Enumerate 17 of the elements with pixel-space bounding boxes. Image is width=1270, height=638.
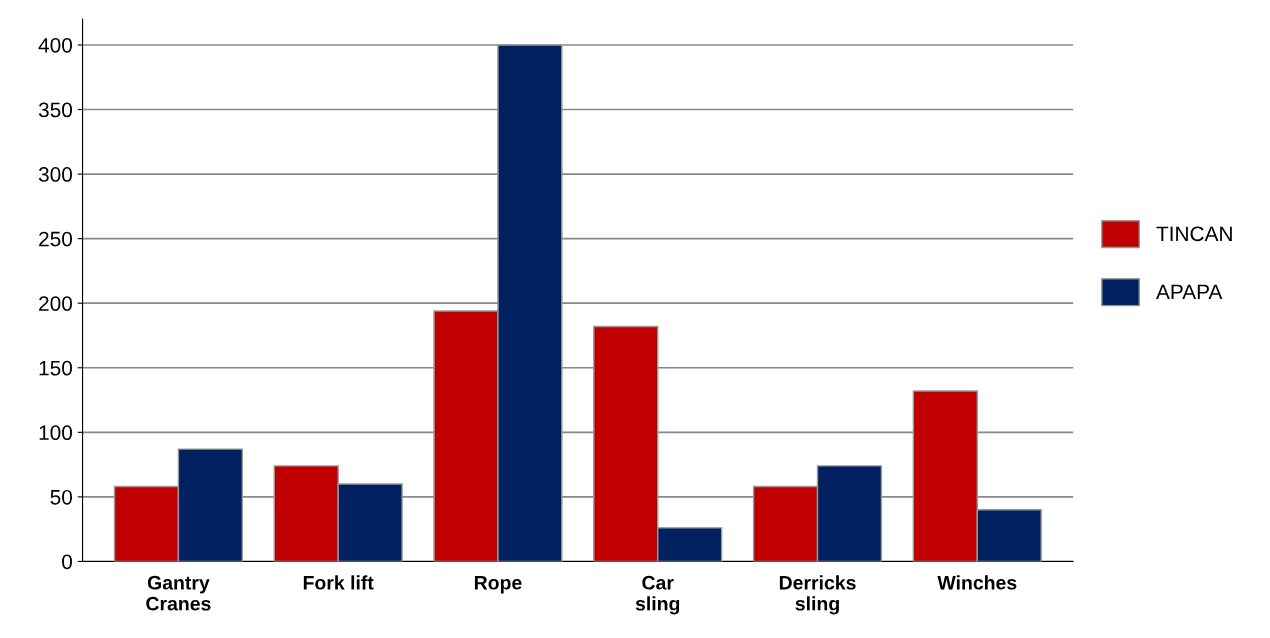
y-tick-label: 200	[39, 296, 73, 311]
x-tick-label: Rope	[474, 576, 522, 594]
y-tick-label: 50	[50, 489, 73, 505]
x-tick-label: Derricks sling	[779, 575, 856, 615]
y-tick-label: 250	[39, 231, 73, 247]
y-tick-label: 150	[39, 360, 73, 376]
y-tick-label: 100	[39, 425, 73, 441]
y-tick-label: 400	[38, 37, 73, 53]
x-tick-label: Winches	[937, 575, 1017, 590]
y-tick-label: 350	[38, 102, 73, 118]
x-tick-label: Car sling	[635, 575, 680, 615]
y-tick-label: 0	[62, 554, 73, 570]
x-tick-label: Gantry Cranes	[146, 575, 211, 611]
x-tick-label: Fork lift	[303, 575, 374, 590]
legend-label: TINCAN	[1156, 226, 1232, 242]
legend-label: APAPA	[1156, 284, 1223, 300]
y-tick-label: 300	[38, 167, 73, 182]
